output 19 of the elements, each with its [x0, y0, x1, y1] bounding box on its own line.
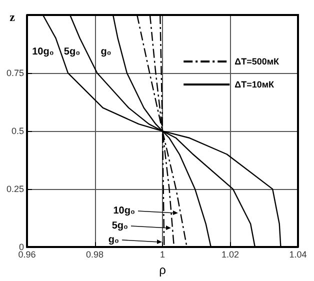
x-tick-label: 0.96 — [18, 250, 36, 260]
x-tick-label: 1.04 — [289, 250, 307, 260]
annotation: 5g₀ — [112, 220, 128, 232]
x-tick-label: 1 — [160, 250, 166, 260]
annotation: 10g₀ — [32, 46, 54, 58]
y-tick-label: 0 — [18, 242, 24, 252]
y-axis-title: z — [10, 10, 16, 24]
x-axis-title: ρ — [159, 263, 166, 277]
y-tick-label: 0.75 — [6, 68, 24, 78]
y-tick-label: 0.25 — [6, 184, 24, 194]
text: ΔT=10мК — [234, 80, 274, 90]
annotation: g₀ — [108, 234, 119, 246]
annotation: 10g₀ — [113, 206, 135, 216]
annotation: g₀ — [100, 46, 112, 58]
x-tick-label: 0.98 — [86, 250, 104, 260]
text: ΔT=500мК — [234, 56, 280, 66]
y-tick-label: 0.5 — [11, 126, 24, 136]
annotation: 5g₀ — [64, 46, 80, 58]
x-tick-label: 1.02 — [221, 250, 240, 260]
